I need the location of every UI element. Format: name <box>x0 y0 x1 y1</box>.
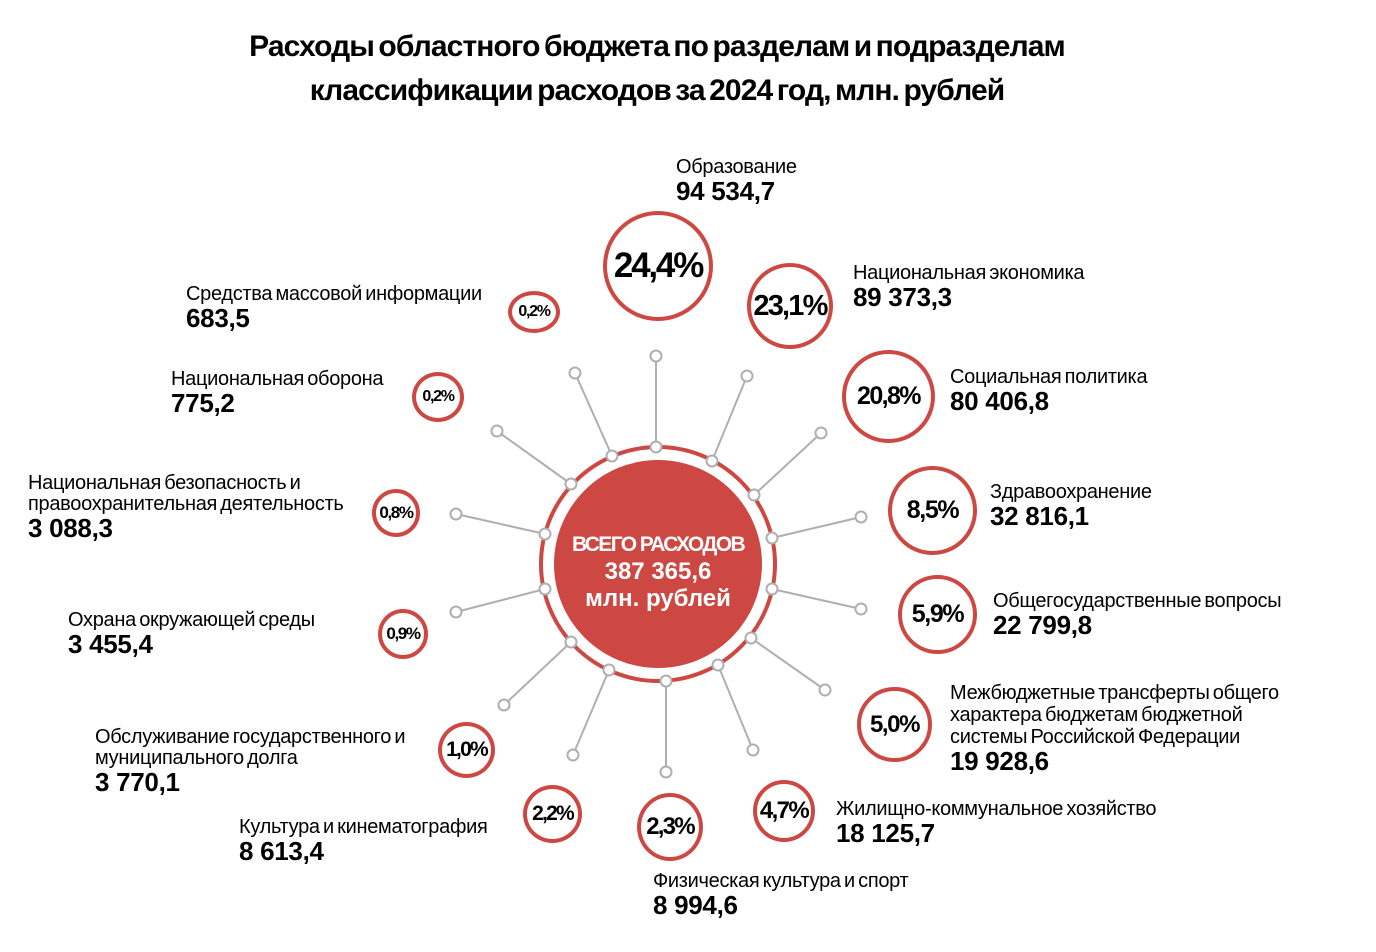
category-name: Культура и кинематография <box>239 816 488 838</box>
label-debt-service: Обслуживание государственного и муниципа… <box>95 726 406 797</box>
label-mass-media: Средства массовой информации 683,5 <box>186 283 482 333</box>
label-security: Национальная безопасность и правоохранит… <box>28 472 344 543</box>
category-name: Средства массовой информации <box>186 283 482 305</box>
label-healthcare: Здравоохранение 32 816,1 <box>990 481 1152 531</box>
percent-badge-sport: 2,3% <box>637 793 703 861</box>
percent-badge-social-policy: 20,8% <box>842 350 935 443</box>
total-value: 387 365,6 <box>604 558 712 585</box>
percent-badge-healthcare: 8,5% <box>888 466 977 555</box>
category-value: 683,5 <box>186 303 250 333</box>
category-name: Жилищно-коммунальное хозяйство <box>836 798 1157 820</box>
label-culture: Культура и кинематография 8 613,4 <box>239 816 488 866</box>
label-environment: Охрана окружающей среды 3 455,4 <box>68 609 315 659</box>
category-value: 22 799,8 <box>993 610 1092 640</box>
label-defense: Национальная оборона 775,2 <box>171 368 384 418</box>
category-name: Социальная политика <box>950 366 1148 388</box>
spoke-nodes <box>449 349 868 779</box>
category-name: Межбюджетные трансферты общего характера… <box>950 682 1279 748</box>
category-value: 3 770,1 <box>95 767 180 797</box>
percent-badge-education: 24,4% <box>603 211 713 321</box>
percent-badge-environment: 0,9% <box>378 609 428 659</box>
category-name: Физическая культура и спорт <box>653 870 909 892</box>
label-housing-utilities: Жилищно-коммунальное хозяйство 18 125,7 <box>836 798 1157 848</box>
category-value: 18 125,7 <box>836 818 935 848</box>
category-name: Национальная безопасность и правоохранит… <box>28 472 344 515</box>
category-value: 3 088,3 <box>28 513 113 543</box>
percent-badge-national-economy: 23,1% <box>747 263 833 349</box>
category-name: Здравоохранение <box>990 481 1152 503</box>
chart-title-line-1: Расходы областного бюджета по разделам и… <box>249 30 1066 63</box>
chart-title-line-2: классификации расходов за 2024 год, млн.… <box>309 74 1005 107</box>
percent-badge-housing-utilities: 4,7% <box>753 780 815 842</box>
category-value: 80 406,8 <box>950 386 1049 416</box>
category-name: Национальная экономика <box>853 262 1085 284</box>
label-national-economy: Национальная экономика 89 373,3 <box>853 262 1085 312</box>
category-value: 3 455,4 <box>68 629 153 659</box>
percent-badge-interbudget-transfers: 5,0% <box>857 687 932 762</box>
total-heading: ВСЕГО РАСХОДОВ <box>571 533 746 556</box>
percent-badge-defense: 0,2% <box>412 372 464 422</box>
category-name: Образование <box>676 156 797 178</box>
percent-badge-security: 0,8% <box>372 489 420 537</box>
category-value: 94 534,7 <box>676 176 775 206</box>
center-disc <box>554 460 762 668</box>
category-value: 19 928,6 <box>950 746 1049 776</box>
label-general-issues: Общегосударственные вопросы 22 799,8 <box>993 590 1282 640</box>
category-name: Охрана окружающей среды <box>68 609 315 631</box>
category-value: 775,2 <box>171 388 235 418</box>
total-unit: млн. рублей <box>585 585 731 612</box>
label-social-policy: Социальная политика 80 406,8 <box>950 366 1148 416</box>
category-name: Общегосударственные вопросы <box>993 590 1282 612</box>
percent-badge-debt-service: 1,0% <box>438 722 495 778</box>
percent-badge-mass-media: 0,2% <box>508 291 560 333</box>
label-education: Образование 94 534,7 <box>676 156 797 206</box>
percent-badge-culture: 2,2% <box>523 785 582 843</box>
category-value: 8 613,4 <box>239 836 324 866</box>
category-value: 32 816,1 <box>990 501 1089 531</box>
label-sport: Физическая культура и спорт 8 994,6 <box>653 870 909 920</box>
category-value: 89 373,3 <box>853 282 952 312</box>
percent-badge-general-issues: 5,9% <box>898 575 977 654</box>
label-interbudget-transfers: Межбюджетные трансферты общего характера… <box>950 682 1279 774</box>
category-value: 8 994,6 <box>653 890 738 920</box>
category-name: Национальная оборона <box>171 368 384 390</box>
spokes <box>455 356 862 772</box>
category-name: Обслуживание государственного и муниципа… <box>95 726 406 769</box>
